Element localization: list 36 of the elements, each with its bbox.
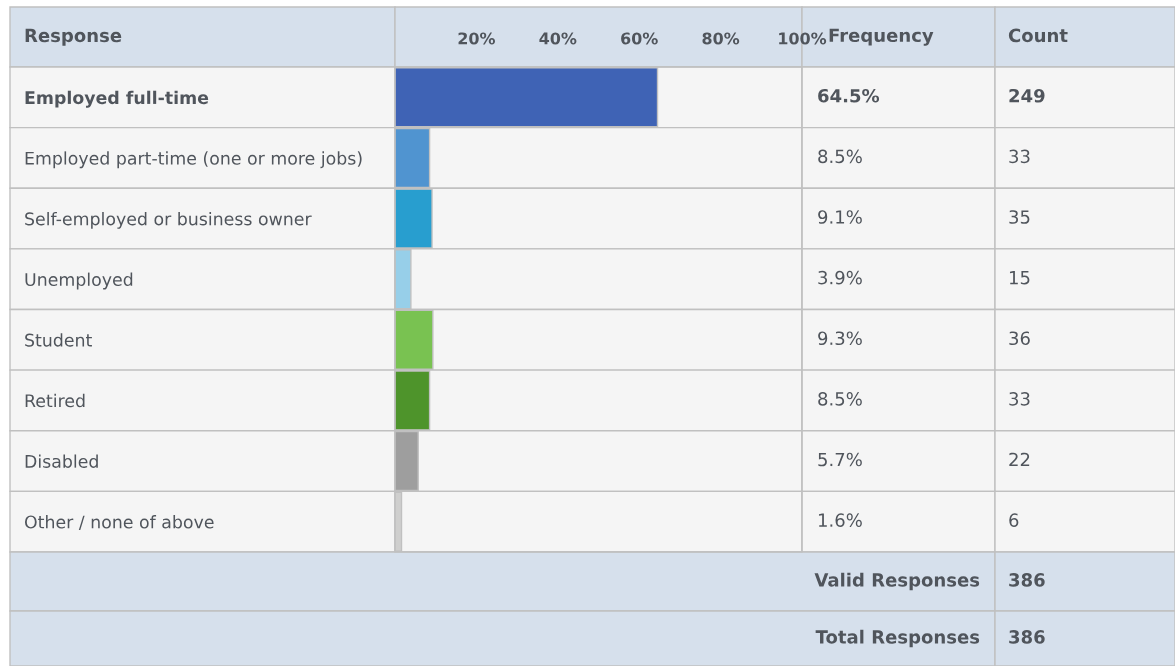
text: 6 <box>1009 513 1019 527</box>
text: 36 <box>1009 331 1030 346</box>
y-tick-label: Self-employed or business owner <box>25 211 312 229</box>
text: 3.9% <box>818 270 862 285</box>
text: 22 <box>1009 452 1030 467</box>
y-tick-label: Employed full-time <box>25 90 209 108</box>
y-tick-label: Retired <box>25 393 85 408</box>
text: 5.7% <box>818 452 862 467</box>
x-tick-label: 60% <box>621 32 658 45</box>
text: 8.5% <box>818 149 862 164</box>
x-tick-label: 20% <box>458 32 496 45</box>
text: 9.1% <box>818 210 862 224</box>
text: 33 <box>1009 392 1030 406</box>
text: 35 <box>1009 210 1030 224</box>
x-tick-label: 80% <box>702 32 740 45</box>
text: 1.6% <box>818 513 862 527</box>
y-tick-label: Disabled <box>25 454 98 468</box>
y-tick-label: Unemployed <box>25 272 133 290</box>
text: Frequency <box>829 28 934 46</box>
x-tick-label: 100% <box>779 32 827 45</box>
text: 33 <box>1009 149 1030 164</box>
text: 8.5% <box>818 392 862 406</box>
text: 15 <box>1009 271 1030 285</box>
text: Total Responses <box>815 629 980 648</box>
text: Valid Responses <box>814 572 980 591</box>
text: 249 <box>1009 88 1045 103</box>
text: 64.5% <box>818 88 880 103</box>
x-tick-label: 40% <box>539 32 577 45</box>
text: 386 <box>1009 630 1045 644</box>
text: Response <box>25 28 122 46</box>
y-tick-label: Employed part-time (one or more jobs) <box>25 151 362 169</box>
text: 386 <box>1009 573 1045 587</box>
text: 9.3% <box>818 331 862 346</box>
y-tick-label: Other / none of above <box>24 515 214 530</box>
y-tick-label: Student <box>25 333 92 347</box>
text: Count <box>1008 28 1068 43</box>
